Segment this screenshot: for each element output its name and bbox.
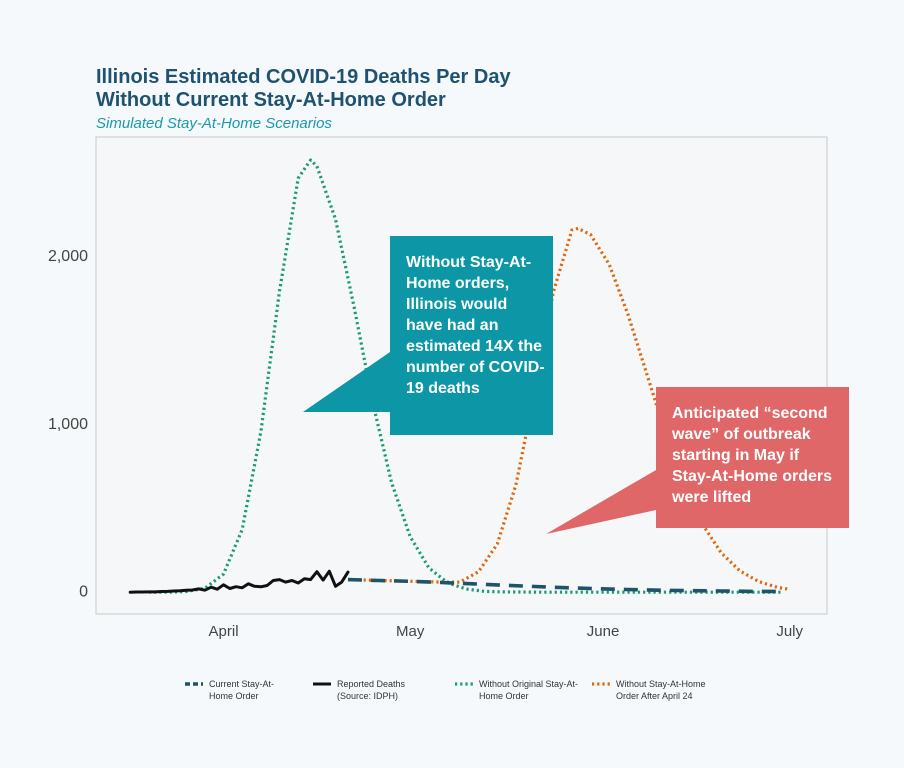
x-tick-label: April bbox=[209, 623, 239, 640]
legend-label: Reported Deaths (Source: IDPH) bbox=[337, 679, 406, 701]
legend-label: Without Stay-At-Home Order After April 2… bbox=[616, 679, 706, 701]
callout-pointer bbox=[546, 470, 656, 534]
chart-title: Without Current Stay-At-Home Order bbox=[96, 89, 446, 111]
legend-label: Current Stay-At-Home Order bbox=[209, 679, 275, 701]
chart-subtitle: Simulated Stay-At-Home Scenarios bbox=[96, 115, 332, 132]
chart-title: Illinois Estimated COVID-19 Deaths Per D… bbox=[96, 66, 511, 88]
legend-label: Without Original Stay-At-Home Order bbox=[479, 679, 579, 701]
annotation: Anticipated “second wave” of outbreak st… bbox=[656, 387, 849, 528]
x-tick-label: June bbox=[587, 623, 620, 640]
y-tick-label: 1,000 bbox=[48, 416, 88, 433]
annotation: Without Stay-At-Home orders, Illinois wo… bbox=[390, 236, 553, 435]
x-tick-label: July bbox=[776, 623, 803, 640]
y-tick-label: 2,000 bbox=[48, 248, 88, 265]
callout-pointer bbox=[303, 352, 390, 412]
y-tick-label: 0 bbox=[79, 583, 88, 600]
series-line bbox=[128, 569, 350, 594]
x-tick-label: May bbox=[396, 623, 425, 640]
series-line bbox=[347, 577, 784, 594]
